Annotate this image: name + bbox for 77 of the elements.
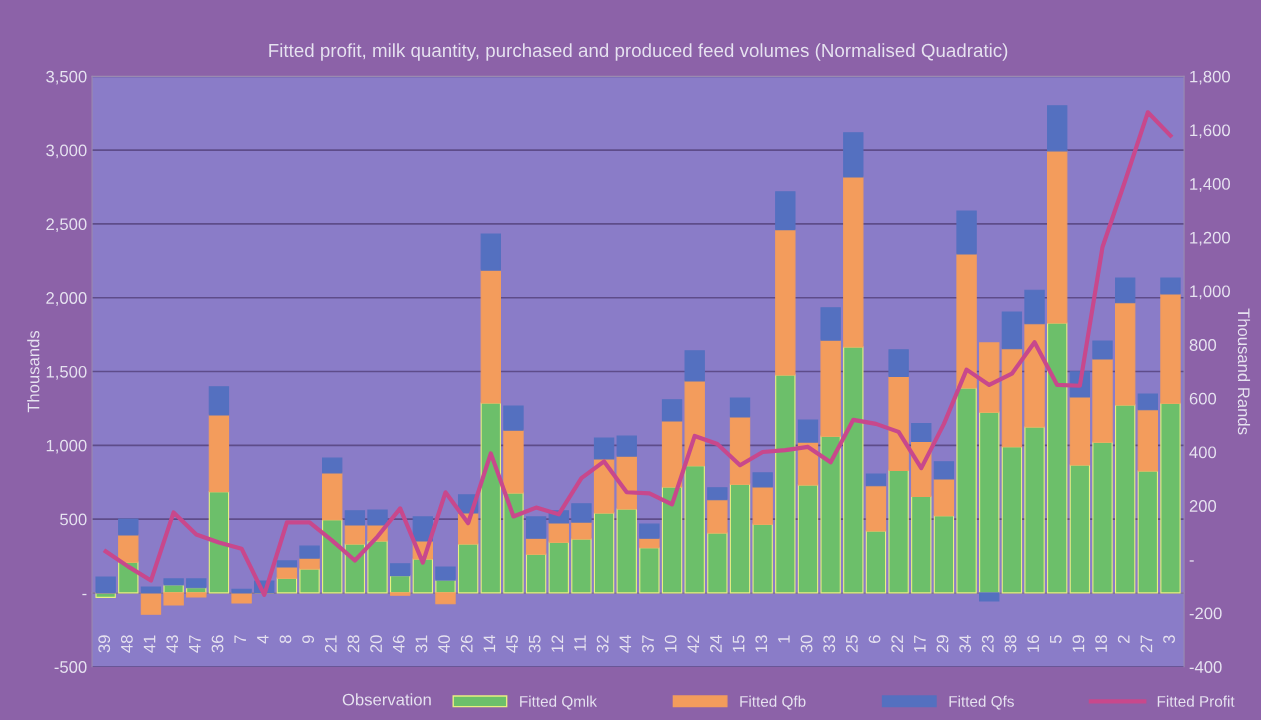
x-tick-label: 39 — [98, 635, 111, 653]
y2-tick-label: 1,000 — [1190, 285, 1230, 300]
x-tick-label: 1 — [778, 635, 790, 643]
x-tick-label: 3 — [1163, 635, 1175, 644]
x-tick-label: 34 — [959, 635, 972, 653]
x-tick-label: 46 — [392, 635, 405, 653]
y-tick-label: 2,500 — [46, 218, 87, 233]
x-tick-label: 33 — [823, 635, 836, 653]
y2-axis-title: Thousand Rands — [1237, 308, 1251, 435]
x-tick-label: 10 — [664, 635, 677, 652]
legend-label: Fitted Qfb — [740, 695, 806, 710]
x-tick-label: 42 — [687, 635, 700, 653]
x-tick-label: 2 — [1117, 635, 1130, 644]
y2-tick-label: 1,400 — [1190, 178, 1230, 192]
y2-tick-label: 600 — [1189, 392, 1217, 405]
x-tick-label: 38 — [1004, 635, 1017, 653]
y2-tick-label: 800 — [1189, 339, 1217, 351]
x-tick-label: 15 — [732, 635, 745, 652]
x-tick-label: 44 — [619, 635, 632, 653]
x-tick-label: 26 — [460, 635, 473, 653]
x-tick-label: 40 — [438, 635, 450, 653]
y-tick-label: 1,500 — [46, 365, 87, 380]
x-tick-label: 4 — [257, 635, 269, 644]
x-tick-label: 21 — [324, 635, 337, 653]
x-tick-label: 22 — [891, 635, 903, 653]
y-tick-label: 1,000 — [46, 439, 87, 454]
legend-label: Fitted Profit — [1157, 695, 1235, 707]
x-axis-title: Observation — [342, 693, 431, 706]
y-axis-title: Thousands — [27, 330, 40, 413]
x-tick-label: 8 — [279, 635, 292, 644]
y2-tick-label: -400 — [1189, 661, 1222, 673]
x-tick-label: 43 — [166, 635, 179, 653]
x-tick-label: 12 — [551, 635, 564, 652]
x-tick-label: 20 — [370, 635, 382, 653]
x-tick-label: 31 — [415, 635, 428, 653]
x-tick-label: 18 — [1095, 635, 1107, 652]
x-tick-label: 47 — [189, 635, 201, 653]
x-tick-label: 19 — [1072, 635, 1085, 652]
legend-label: Fitted Qmlk — [520, 695, 598, 710]
x-tick-label: 9 — [302, 635, 315, 644]
x-tick-label: 35 — [528, 635, 541, 653]
chart-title: Fitted profit, milk quantity, purchased and produced feed volumes (Normalised Quadratic) — [269, 43, 1008, 61]
y-tick-label: - — [82, 593, 87, 596]
x-tick-label: 6 — [868, 635, 881, 644]
y-tick-label: 500 — [60, 513, 87, 526]
y-tick-label: 3,500 — [46, 70, 87, 85]
x-tick-label: 25 — [845, 635, 858, 653]
x-tick-label: 30 — [800, 635, 813, 653]
x-tick-label: 17 — [914, 635, 926, 652]
y2-tick-label: 1,800 — [1190, 70, 1230, 85]
x-tick-label: 29 — [936, 635, 949, 653]
x-tick-label: 23 — [981, 635, 994, 653]
x-tick-label: 5 — [1050, 635, 1062, 644]
x-tick-label: 14 — [483, 635, 496, 652]
y-tick-label: 2,000 — [46, 292, 87, 306]
y-tick-label: -500 — [54, 661, 87, 673]
x-tick-label: 11 — [574, 635, 586, 651]
x-tick-label: 37 — [642, 635, 654, 653]
x-tick-label: 45 — [506, 635, 518, 653]
x-tick-label: 32 — [596, 635, 609, 653]
x-tick-label: 36 — [211, 635, 224, 653]
x-tick-label: 13 — [755, 635, 768, 652]
x-tick-label: 27 — [1140, 635, 1153, 653]
legend-label: Fitted Qfs — [949, 695, 1014, 710]
y2-tick-label: -200 — [1189, 607, 1222, 620]
y2-tick-label: 200 — [1189, 500, 1217, 512]
y2-tick-label: - — [1189, 560, 1194, 562]
y-tick-label: 3,000 — [46, 144, 87, 159]
x-tick-label: 41 — [143, 635, 156, 653]
x-tick-label: 28 — [347, 635, 360, 653]
x-tick-label: 7 — [234, 635, 246, 643]
y2-tick-label: 400 — [1189, 446, 1217, 459]
y2-tick-label: 1,200 — [1190, 231, 1230, 246]
x-tick-label: 16 — [1027, 635, 1040, 652]
y2-tick-label: 1,600 — [1190, 124, 1230, 139]
x-tick-label: 24 — [710, 635, 722, 653]
x-tick-label: 48 — [120, 635, 133, 653]
